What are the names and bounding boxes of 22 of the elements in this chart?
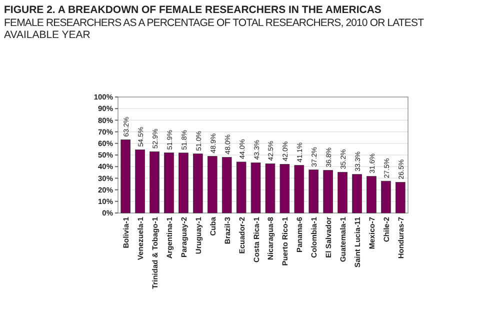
bar (150, 151, 160, 214)
bar (120, 139, 130, 214)
bar (236, 162, 246, 214)
bar (366, 176, 376, 214)
chart-subtitle: FEMALE RESEARCHERS AS A PERCENTAGE OF TOTAL RESEARCHERS, 2010 OR LATEST AVAILABLE YEAR (4, 17, 425, 41)
bar (396, 182, 406, 214)
bar (193, 154, 203, 214)
bar (381, 180, 391, 214)
bar (265, 164, 276, 214)
bar (308, 170, 319, 214)
bar (250, 162, 261, 214)
bar (222, 157, 232, 214)
bar (352, 174, 362, 214)
bar (338, 172, 348, 214)
bar (135, 150, 145, 214)
bar (164, 152, 174, 214)
bar (323, 170, 333, 214)
bar (178, 152, 188, 214)
bar (294, 165, 304, 214)
bar (280, 164, 290, 214)
bar (207, 156, 218, 214)
chart-title: FIGURE 2. A BREAKDOWN OF FEMALE RESEARCHERS IN THE AMERICAS (4, 4, 382, 16)
